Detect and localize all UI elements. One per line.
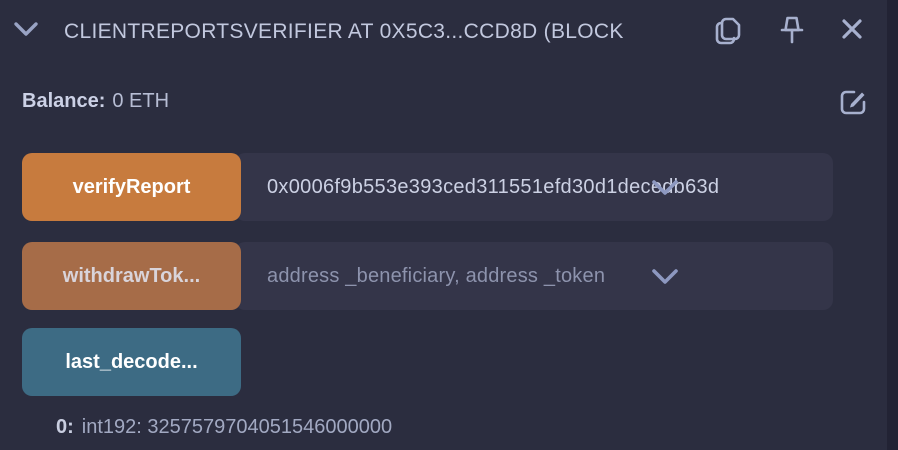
- balance-row: Balance: 0 ETH: [22, 90, 169, 113]
- close-icon[interactable]: [838, 14, 866, 44]
- verifyReport-input[interactable]: [235, 153, 833, 221]
- output-value: int192: 3257579704051546000000: [81, 416, 393, 438]
- verifyReport-expand-chevron-icon[interactable]: [649, 178, 681, 197]
- collapse-chevron-icon[interactable]: [12, 20, 40, 38]
- output-index: 0:: [56, 416, 74, 438]
- contract-title[interactable]: CLIENTREPORTSVERIFIER AT 0X5C3...CCD8D (…: [64, 20, 624, 43]
- panel-edge: [887, 0, 898, 450]
- copy-address-icon[interactable]: [712, 14, 744, 48]
- lastDecode-button[interactable]: last_decode...: [22, 328, 241, 396]
- decoded-output: 0: int192: 3257579704051546000000: [56, 416, 392, 439]
- withdrawToken-button[interactable]: withdrawTok...: [22, 242, 241, 310]
- balance-value: 0 ETH: [112, 90, 170, 112]
- withdrawToken-expand-chevron-icon[interactable]: [649, 267, 681, 286]
- verifyReport-button[interactable]: verifyReport: [22, 153, 241, 221]
- balance-label: Balance:: [22, 90, 106, 112]
- edit-balance-icon[interactable]: [838, 87, 868, 117]
- withdrawToken-input[interactable]: [235, 242, 833, 310]
- pin-icon[interactable]: [777, 14, 807, 48]
